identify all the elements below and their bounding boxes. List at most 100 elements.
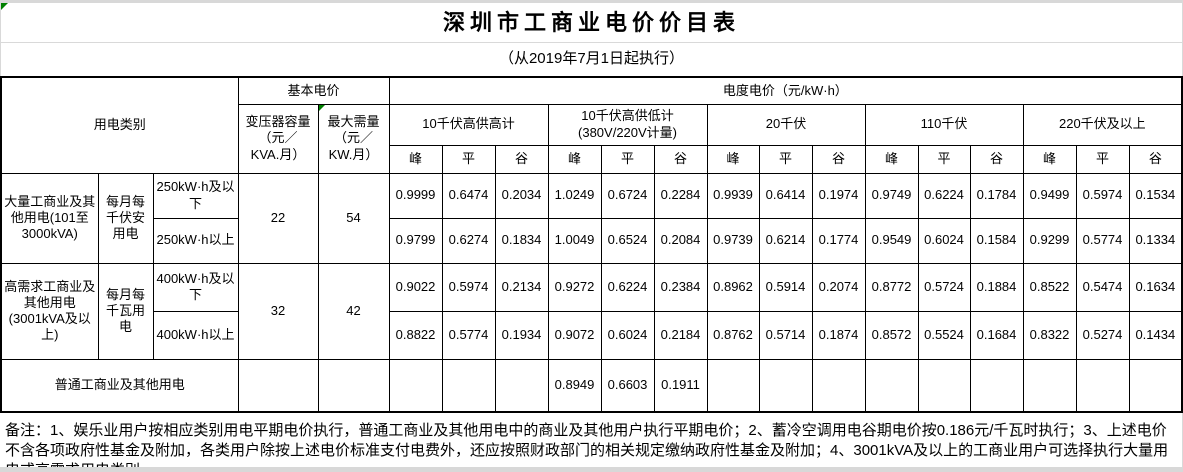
peak-header: 峰 xyxy=(388,144,443,174)
demand-price-cell: 54 xyxy=(317,172,390,264)
price-cell: 0.8949 xyxy=(547,358,602,413)
price-cell: 0.2034 xyxy=(494,172,549,219)
price-cell: 0.5724 xyxy=(917,262,971,312)
tier-label: 400kW·h以上 xyxy=(152,310,239,360)
price-cell: 0.5474 xyxy=(1075,262,1130,312)
peak-header: 峰 xyxy=(864,144,919,174)
price-cell: 0.1434 xyxy=(1128,310,1183,360)
price-cell: 0.9999 xyxy=(388,172,443,219)
window-top-edge xyxy=(0,0,1183,3)
price-cell: 0.6724 xyxy=(600,172,655,219)
demand-price-cell: 42 xyxy=(317,262,390,360)
empty-cell xyxy=(969,358,1024,413)
price-cell: 0.2074 xyxy=(811,262,866,312)
peak-header: 峰 xyxy=(547,144,602,174)
price-cell: 0.2084 xyxy=(653,217,708,264)
category-cell: 高需求工商业及其他用电(3001kVA及以上) xyxy=(0,262,99,360)
price-cell: 0.9272 xyxy=(547,262,602,312)
valley-header: 谷 xyxy=(969,144,1024,174)
price-cell: 0.6524 xyxy=(600,217,655,264)
valley-header: 谷 xyxy=(653,144,708,174)
transformer-capacity-header: 变压器容量 （元／ KVA.月） xyxy=(237,103,319,174)
empty-cell xyxy=(706,358,760,413)
max-demand-label: 最大需量 （元／ KW.月） xyxy=(327,114,380,162)
price-cell: 0.8322 xyxy=(1022,310,1077,360)
price-cell: 0.1874 xyxy=(811,310,866,360)
voltage-group-header-10kv-low: 10千伏高供低计(380V/220V计量) xyxy=(547,103,708,146)
valley-header: 谷 xyxy=(1128,144,1183,174)
price-cell: 0.1934 xyxy=(494,310,549,360)
price-cell: 0.2134 xyxy=(494,262,549,312)
empty-cell xyxy=(758,358,813,413)
price-cell: 0.5974 xyxy=(1075,172,1130,219)
price-cell: 0.9799 xyxy=(388,217,443,264)
price-cell: 0.9749 xyxy=(864,172,919,219)
price-cell: 0.9739 xyxy=(706,217,760,264)
price-cell: 0.6603 xyxy=(600,358,655,413)
peak-header: 峰 xyxy=(706,144,760,174)
price-cell: 0.1784 xyxy=(969,172,1024,219)
price-cell: 0.8962 xyxy=(706,262,760,312)
price-cell: 0.9299 xyxy=(1022,217,1077,264)
price-cell: 0.2284 xyxy=(653,172,708,219)
empty-cell xyxy=(237,358,319,413)
price-cell: 0.9072 xyxy=(547,310,602,360)
price-cell: 0.5914 xyxy=(758,262,813,312)
price-cell: 0.1534 xyxy=(1128,172,1183,219)
empty-cell xyxy=(1075,358,1130,413)
price-cell: 0.8772 xyxy=(864,262,919,312)
tier-label: 250kW·h以上 xyxy=(152,217,239,264)
valley-header: 谷 xyxy=(811,144,866,174)
empty-cell xyxy=(1022,358,1077,413)
price-cell: 0.9939 xyxy=(706,172,760,219)
price-cell: 0.1334 xyxy=(1128,217,1183,264)
price-cell: 1.0249 xyxy=(547,172,602,219)
price-cell: 0.1834 xyxy=(494,217,549,264)
flat-header: 平 xyxy=(1075,144,1130,174)
price-cell: 0.5274 xyxy=(1075,310,1130,360)
page-subtitle: （从2019年7月1日起执行） xyxy=(498,50,685,67)
price-cell: 0.5974 xyxy=(441,262,496,312)
price-cell: 0.1634 xyxy=(1128,262,1183,312)
price-cell: 0.1774 xyxy=(811,217,866,264)
price-cell: 0.5774 xyxy=(441,310,496,360)
flat-header: 平 xyxy=(441,144,496,174)
price-cell: 0.9499 xyxy=(1022,172,1077,219)
price-cell: 0.1911 xyxy=(653,358,708,413)
price-cell: 0.8522 xyxy=(1022,262,1077,312)
empty-cell xyxy=(388,358,443,413)
electricity-price-table: 用电类别 基本电价 电度电价（元/kW·h） 变压器容量 （元／ KVA.月） … xyxy=(0,76,1183,413)
price-cell: 0.5774 xyxy=(1075,217,1130,264)
voltage-group-header-110kv: 110千伏 xyxy=(864,103,1024,146)
basic-price-header: 基本电价 xyxy=(237,76,390,105)
price-cell: 0.6224 xyxy=(917,172,971,219)
valley-header: 谷 xyxy=(494,144,549,174)
peak-header: 峰 xyxy=(1022,144,1077,174)
voltage-group-header-220kv: 220千伏及以上 xyxy=(1022,103,1183,146)
empty-cell xyxy=(317,358,390,413)
price-cell: 0.1974 xyxy=(811,172,866,219)
cell-flag-icon xyxy=(319,105,325,111)
price-cell: 0.6474 xyxy=(441,172,496,219)
price-cell: 0.8572 xyxy=(864,310,919,360)
price-cell: 0.6414 xyxy=(758,172,813,219)
category-cell: 大量工商业及其他用电(101至3000kVA) xyxy=(0,172,99,264)
window-left-edge xyxy=(0,0,1,76)
voltage-group-header-20kv: 20千伏 xyxy=(706,103,866,146)
price-cell: 0.8762 xyxy=(706,310,760,360)
empty-cell xyxy=(864,358,919,413)
flat-header: 平 xyxy=(600,144,655,174)
price-cell: 0.2384 xyxy=(653,262,708,312)
energy-price-header: 电度电价（元/kW·h） xyxy=(388,76,1183,105)
price-cell: 0.6274 xyxy=(441,217,496,264)
tier-label: 400kW·h及以下 xyxy=(152,262,239,312)
billing-basis-cell: 每月每千伏安用电 xyxy=(97,172,154,264)
capacity-price-cell: 22 xyxy=(237,172,319,264)
empty-cell xyxy=(494,358,549,413)
empty-cell xyxy=(811,358,866,413)
price-cell: 0.9549 xyxy=(864,217,919,264)
window-bottom-edge xyxy=(0,467,1183,472)
category-cell: 普通工商业及其他用电 xyxy=(0,358,239,413)
page-title: 深圳市工商业电价价目表 xyxy=(0,3,1183,43)
